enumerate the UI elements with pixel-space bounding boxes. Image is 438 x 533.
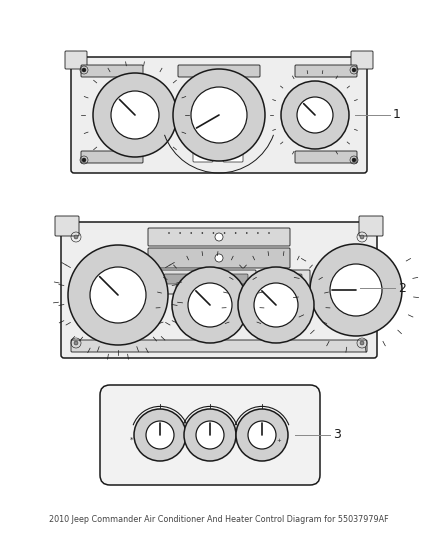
Circle shape: [188, 283, 232, 327]
FancyBboxPatch shape: [100, 385, 320, 485]
Circle shape: [90, 267, 146, 323]
Circle shape: [281, 81, 349, 149]
Circle shape: [172, 267, 248, 343]
Circle shape: [134, 409, 186, 461]
Text: 3: 3: [333, 429, 341, 441]
FancyBboxPatch shape: [71, 340, 367, 352]
FancyBboxPatch shape: [210, 270, 256, 294]
Circle shape: [82, 158, 86, 162]
Circle shape: [215, 233, 223, 241]
Circle shape: [168, 232, 170, 234]
FancyBboxPatch shape: [264, 270, 310, 294]
Circle shape: [173, 69, 265, 161]
Circle shape: [246, 232, 247, 234]
FancyBboxPatch shape: [295, 65, 357, 77]
FancyBboxPatch shape: [164, 274, 194, 284]
FancyBboxPatch shape: [295, 151, 357, 163]
Circle shape: [191, 87, 247, 143]
Circle shape: [360, 235, 364, 239]
Circle shape: [82, 68, 86, 72]
FancyBboxPatch shape: [71, 57, 367, 173]
FancyBboxPatch shape: [359, 216, 383, 236]
FancyBboxPatch shape: [55, 216, 79, 236]
Text: 2: 2: [398, 281, 406, 295]
Circle shape: [215, 254, 223, 262]
Circle shape: [201, 232, 203, 234]
Circle shape: [191, 232, 192, 234]
Circle shape: [257, 232, 259, 234]
Circle shape: [248, 421, 276, 449]
Circle shape: [352, 158, 356, 162]
Circle shape: [235, 232, 237, 234]
FancyBboxPatch shape: [351, 51, 373, 69]
Circle shape: [236, 409, 288, 461]
FancyBboxPatch shape: [81, 151, 143, 163]
Circle shape: [352, 68, 356, 72]
Circle shape: [111, 91, 159, 139]
FancyBboxPatch shape: [193, 152, 213, 162]
Circle shape: [238, 267, 314, 343]
FancyBboxPatch shape: [81, 65, 143, 77]
Circle shape: [212, 232, 214, 234]
FancyBboxPatch shape: [65, 51, 87, 69]
Circle shape: [179, 232, 181, 234]
Circle shape: [146, 421, 174, 449]
FancyBboxPatch shape: [156, 270, 202, 294]
Circle shape: [74, 235, 78, 239]
Text: *: *: [130, 437, 134, 443]
FancyBboxPatch shape: [218, 274, 248, 284]
Text: +: +: [276, 438, 281, 442]
FancyBboxPatch shape: [61, 222, 377, 358]
Circle shape: [196, 421, 224, 449]
FancyBboxPatch shape: [223, 152, 243, 162]
Circle shape: [360, 341, 364, 345]
Circle shape: [184, 409, 236, 461]
FancyBboxPatch shape: [272, 274, 302, 284]
Text: 2010 Jeep Commander Air Conditioner And Heater Control Diagram for 55037979AF: 2010 Jeep Commander Air Conditioner And …: [49, 515, 389, 524]
Circle shape: [297, 97, 333, 133]
Text: 1: 1: [393, 109, 401, 122]
Circle shape: [224, 232, 226, 234]
Circle shape: [254, 283, 298, 327]
Circle shape: [74, 341, 78, 345]
Circle shape: [268, 232, 270, 234]
FancyBboxPatch shape: [178, 65, 260, 77]
Circle shape: [68, 245, 168, 345]
Circle shape: [330, 264, 382, 316]
FancyBboxPatch shape: [148, 248, 290, 268]
Circle shape: [93, 73, 177, 157]
Circle shape: [310, 244, 402, 336]
FancyBboxPatch shape: [148, 228, 290, 246]
